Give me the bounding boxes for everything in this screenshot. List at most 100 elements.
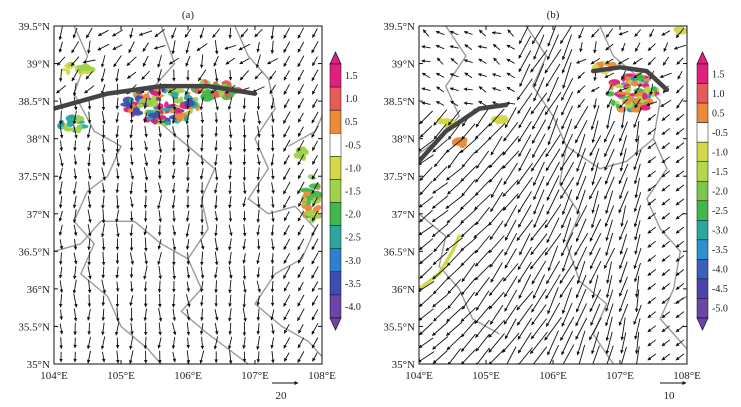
wind-vector — [58, 293, 63, 308]
wind-vector — [560, 316, 575, 341]
wind-vector — [549, 344, 560, 364]
wind-vector — [200, 239, 205, 250]
shaded-blob — [309, 215, 315, 224]
wind-vector — [502, 332, 520, 353]
wind-vector — [283, 195, 291, 209]
wind-vector — [311, 295, 319, 306]
wind-vector — [489, 304, 504, 325]
shaded-blob — [304, 188, 314, 192]
wind-vector — [87, 265, 92, 280]
wind-vector — [73, 140, 77, 152]
wind-vector — [171, 111, 176, 125]
wind-vector — [591, 274, 599, 299]
wind-vector — [72, 110, 77, 125]
wind-vector — [560, 161, 574, 187]
wind-vector — [142, 42, 149, 52]
colorbar-label: -0.5 — [345, 140, 361, 151]
wind-vector — [464, 44, 473, 51]
wind-vector — [647, 311, 656, 319]
wind-vector — [311, 224, 319, 237]
wind-vector — [158, 322, 162, 336]
wind-vector — [435, 30, 445, 36]
wind-vector — [172, 96, 177, 111]
colorbar-segment — [329, 294, 342, 319]
wind-vector — [228, 154, 233, 166]
wind-vector — [252, 86, 265, 93]
wind-vector — [129, 181, 133, 195]
shaded-blob — [142, 93, 150, 100]
wind-vector — [127, 71, 137, 79]
wind-vector — [617, 57, 630, 65]
wind-vector — [185, 40, 190, 54]
wind-vector — [618, 30, 629, 36]
wind-vector — [517, 92, 533, 115]
wind-vector — [129, 336, 134, 350]
wind-vector — [297, 238, 305, 251]
wind-vector — [576, 85, 586, 94]
wind-vector — [574, 232, 589, 256]
wind-vector — [432, 251, 448, 266]
wind-vector — [213, 266, 218, 279]
wind-vector — [436, 86, 445, 93]
wind-vector — [604, 205, 615, 228]
colorbar-segment — [696, 161, 709, 182]
wind-vector — [87, 111, 92, 124]
wind-vector — [605, 58, 614, 64]
wind-vector — [157, 280, 162, 293]
wind-vector — [283, 98, 290, 109]
wind-vector — [214, 153, 218, 166]
wind-vector — [675, 156, 685, 164]
wind-vector — [517, 191, 532, 214]
wind-vector — [445, 138, 463, 153]
wind-vector — [488, 165, 505, 183]
shaded-blob — [80, 63, 91, 72]
colorbar-segment — [696, 239, 709, 260]
wind-vector — [560, 232, 574, 257]
shaded-blob — [128, 97, 134, 104]
wind-vector — [432, 182, 449, 194]
wind-vector — [186, 308, 191, 321]
wind-vector — [298, 197, 304, 207]
shaded-blob — [499, 118, 510, 124]
wind-vector — [675, 142, 685, 150]
wind-vector — [197, 69, 207, 82]
wind-vector — [446, 321, 463, 336]
y-tick-label: 36°N — [392, 284, 415, 296]
wind-vector — [673, 44, 686, 50]
wind-vector — [460, 307, 477, 322]
reference-vector: 10 — [660, 381, 687, 402]
wind-vector — [72, 181, 77, 195]
wind-vector — [59, 110, 63, 125]
wind-vector — [115, 322, 120, 336]
y-tick-label: 39.5°N — [18, 21, 50, 33]
wind-vector — [283, 281, 290, 292]
wind-vector — [633, 163, 641, 185]
wind-vector — [474, 305, 491, 324]
wind-vector — [675, 353, 685, 361]
wind-vector — [200, 266, 205, 279]
wind-vector — [422, 29, 430, 37]
wind-vector — [460, 237, 477, 252]
wind-vector — [561, 118, 573, 145]
wind-vector — [605, 190, 614, 214]
wind-vector — [86, 336, 91, 350]
wind-vector — [447, 292, 462, 310]
wind-vector — [297, 112, 304, 123]
wind-vector — [661, 114, 671, 121]
wind-vector — [575, 218, 587, 243]
wind-vector — [488, 108, 505, 127]
wind-vector — [459, 193, 477, 211]
wind-vector — [463, 30, 473, 35]
wind-vector — [171, 27, 177, 39]
wind-vector — [71, 41, 80, 54]
wind-vector — [283, 27, 291, 39]
shaded-blob — [609, 82, 614, 91]
y-tick-label: 36.5°N — [383, 246, 415, 258]
wind-vector — [561, 330, 574, 356]
wind-vector — [172, 308, 177, 322]
shaded-blob — [458, 136, 468, 144]
wind-vector — [271, 210, 275, 223]
wind-vector — [214, 280, 218, 294]
wind-vector — [214, 224, 218, 237]
wind-vector — [605, 28, 613, 38]
